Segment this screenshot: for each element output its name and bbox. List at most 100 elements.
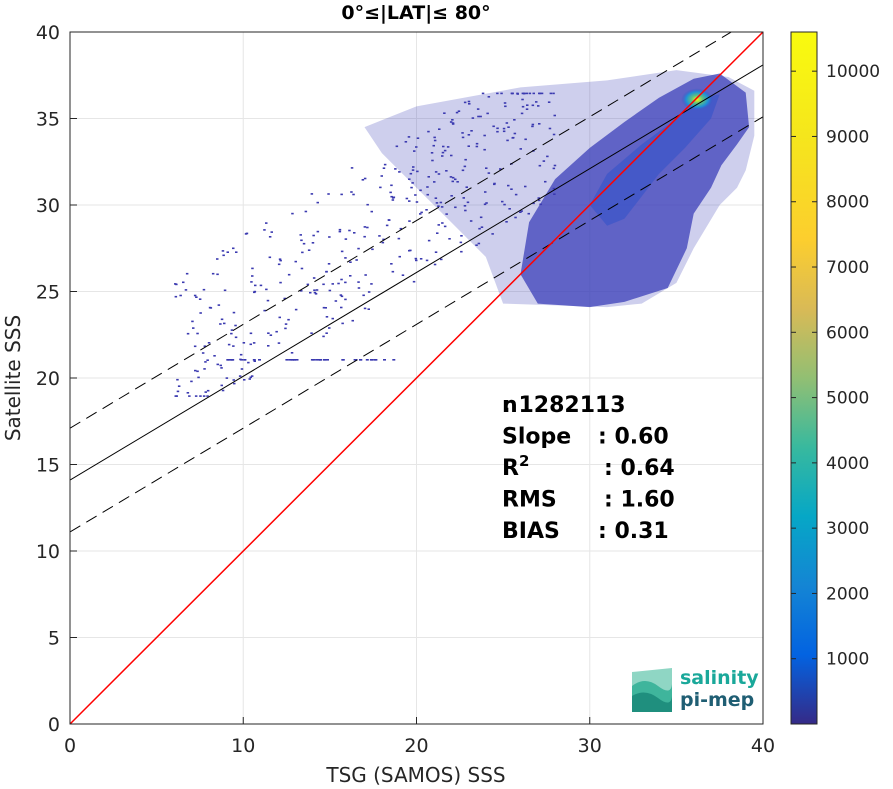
y-tick-label: 30 <box>36 195 60 217</box>
density-cell <box>475 244 478 246</box>
density-cell <box>496 130 499 133</box>
density-cell <box>463 205 467 207</box>
density-cell <box>283 297 286 300</box>
density-cell <box>359 359 363 361</box>
density-cell <box>226 251 229 253</box>
stat-value: : 0.31 <box>598 519 669 544</box>
density-cell <box>290 352 294 354</box>
y-tick-label: 20 <box>36 368 60 390</box>
density-cell <box>216 258 219 260</box>
density-cell <box>340 306 343 309</box>
density-cell <box>514 193 518 196</box>
density-cell <box>232 247 235 250</box>
y-tick-label: 5 <box>48 628 60 650</box>
density-cell <box>268 256 272 259</box>
y-tick-label: 10 <box>36 541 60 563</box>
y-tick-label: 40 <box>36 22 60 44</box>
density-cell <box>295 359 299 361</box>
density-cell <box>311 242 315 244</box>
density-cell <box>344 281 347 284</box>
density-cell <box>337 282 340 285</box>
density-cell <box>524 185 527 188</box>
density-cell <box>477 115 480 118</box>
density-cell <box>233 382 236 385</box>
density-cell <box>287 273 291 276</box>
density-cell <box>331 317 334 320</box>
stat-value: : 1.60 <box>604 488 675 513</box>
density-cell <box>322 283 325 286</box>
density-cell <box>520 112 524 115</box>
density-cell <box>416 137 420 139</box>
density-cell <box>485 202 488 204</box>
density-cell <box>390 263 393 265</box>
density-cell <box>223 289 227 292</box>
colorbar-tick-label: 6000 <box>826 323 869 343</box>
density-cell <box>416 170 419 173</box>
stat-label-superscript: 2 <box>519 452 529 470</box>
density-cell <box>199 312 202 314</box>
density-cell <box>313 289 316 291</box>
density-cell <box>437 224 440 226</box>
density-cell <box>476 108 480 110</box>
density-cell <box>544 180 547 183</box>
density-cell <box>434 197 438 199</box>
density-cell <box>253 291 256 294</box>
density-cell <box>491 233 494 235</box>
density-cell <box>503 203 506 206</box>
density-cell <box>174 295 178 298</box>
density-cell <box>363 226 367 228</box>
density-cell <box>399 227 403 230</box>
stat-label-text: n <box>502 393 518 418</box>
density-cell <box>177 385 181 387</box>
y-axis-ticks: 0 5 10 15 20 25 30 35 40 <box>36 22 77 736</box>
density-cell <box>204 361 207 363</box>
density-cell <box>401 274 405 276</box>
density-cell <box>486 112 489 115</box>
density-cell <box>500 92 503 95</box>
colorbar-tick-label: 7000 <box>826 258 869 278</box>
density-cell <box>211 272 215 275</box>
density-cell <box>440 206 444 208</box>
density-cell <box>437 205 440 207</box>
density-cell <box>445 213 448 215</box>
density-cell <box>294 260 297 263</box>
density-cell <box>528 92 532 95</box>
density-cell <box>413 150 416 152</box>
density-cell <box>483 203 487 206</box>
density-cell <box>338 228 342 231</box>
density-cell <box>461 136 465 139</box>
density-cell <box>249 332 253 335</box>
x-tick-label: 10 <box>231 735 255 757</box>
density-cell <box>202 288 206 291</box>
density-cell <box>325 316 329 318</box>
density-cell <box>457 110 461 112</box>
density-cell <box>190 380 193 383</box>
density-cell <box>463 165 467 168</box>
density-cell <box>502 127 506 130</box>
density-cell <box>537 197 540 199</box>
density-cell <box>312 277 316 279</box>
density-cell <box>366 203 369 206</box>
density-cell <box>470 130 473 132</box>
density-cell <box>520 210 523 212</box>
density-cell <box>450 154 453 157</box>
density-cell <box>419 189 422 192</box>
density-cell <box>193 294 197 297</box>
density-cell <box>230 329 234 331</box>
density-cell <box>408 200 411 202</box>
density-cell <box>454 178 457 181</box>
logo-text-salinity: salinity <box>680 667 759 689</box>
density-cell <box>475 142 479 145</box>
density-cell <box>208 306 212 309</box>
density-cell <box>408 220 411 222</box>
density-cell <box>454 206 457 209</box>
density-cell <box>231 359 235 361</box>
density-cell <box>322 306 326 309</box>
density-cell <box>531 123 535 126</box>
density-cell <box>480 226 484 228</box>
density-cell <box>278 316 281 319</box>
density-cell <box>434 171 438 173</box>
density-cell <box>502 130 506 133</box>
stat-value: : 1282113 <box>502 393 626 418</box>
density-cell <box>287 318 290 321</box>
